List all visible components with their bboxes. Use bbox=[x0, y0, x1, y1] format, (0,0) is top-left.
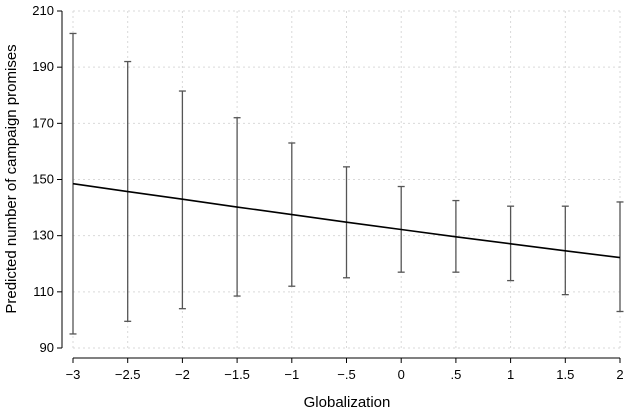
y-tick-label: 190 bbox=[32, 59, 54, 74]
error-bar bbox=[616, 201, 624, 313]
x-tick-label: −3 bbox=[66, 367, 81, 382]
grid bbox=[72, 10, 621, 349]
y-tick-label: 90 bbox=[40, 340, 54, 355]
error-bars bbox=[69, 32, 624, 335]
x-tick-label: 1 bbox=[507, 367, 514, 382]
prediction-line-group bbox=[72, 182, 621, 259]
x-tick-label: .5 bbox=[450, 367, 461, 382]
y-tick-label: 170 bbox=[32, 115, 54, 130]
prediction-line bbox=[72, 182, 621, 259]
tick-labels: 90 110 130 150 170 190 210 −3 −2.5 −2 −1.5 −1 −.5 0 .5… bbox=[32, 3, 623, 382]
x-tick-label: −.5 bbox=[337, 367, 355, 382]
y-axis-title: Predicted number of campaign promises bbox=[3, 44, 20, 313]
x-tick-label: −1.5 bbox=[224, 367, 250, 382]
x-tick-label: 1.5 bbox=[556, 367, 574, 382]
y-tick-label: 110 bbox=[33, 284, 54, 299]
y-tick-label: 210 bbox=[32, 3, 54, 18]
x-tick-label: 2 bbox=[616, 367, 623, 382]
x-tick-label: −2 bbox=[175, 367, 190, 382]
x-tick-label: −2.5 bbox=[115, 367, 141, 382]
x-axis-title: Globalization bbox=[304, 394, 391, 411]
x-tick-label: 0 bbox=[398, 367, 405, 382]
y-tick-label: 130 bbox=[32, 228, 54, 243]
axes bbox=[57, 10, 621, 363]
x-tick-label: −1 bbox=[284, 367, 299, 382]
y-tick-label: 150 bbox=[32, 172, 54, 187]
